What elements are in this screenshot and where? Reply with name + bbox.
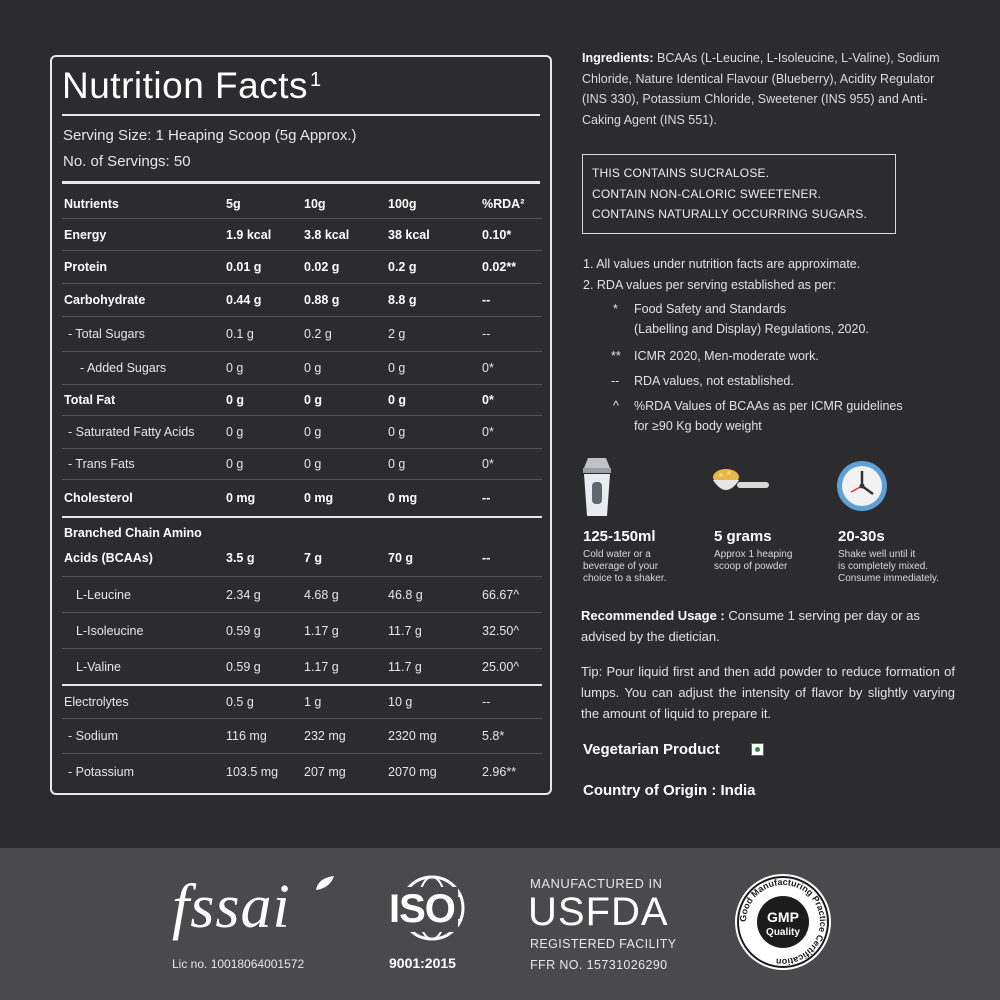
- footnote-mark: **: [611, 349, 621, 363]
- shake-instruction: Shake well until it is completely mixed. C…: [838, 549, 939, 584]
- warning-line: CONTAIN NON-CALORIC SWEETENER.: [592, 186, 822, 201]
- table-row: L-Leucine 2.34 g 4.68 g 46.8 g 66.67^: [62, 577, 542, 613]
- powder-amount: 5 grams: [714, 528, 772, 545]
- gmp-label: GMP: [767, 909, 799, 925]
- ingredients-text: Ingredients: BCAAs (L-Leucine, L-Isoleuc…: [582, 51, 940, 127]
- shaker-icon: [583, 458, 611, 516]
- nutrition-title: Nutrition Facts 1: [62, 65, 322, 106]
- iso-logo: ISO: [386, 887, 458, 932]
- table-row: L-Isoleucine 0.59 g 1.17 g 11.7 g 32.50^: [62, 613, 542, 649]
- veg-mark-icon: [751, 743, 764, 756]
- title-rule: [62, 114, 540, 116]
- footnote-1: 1. All values under nutrition facts are …: [583, 257, 861, 271]
- table-row: L-Valine 0.59 g 1.17 g 11.7 g 25.00^: [62, 649, 542, 686]
- table-row: Cholesterol 0 mg 0 mg 0 mg --: [62, 480, 542, 518]
- fssai-leaf-icon: [316, 876, 334, 890]
- footnote-2: 2. RDA values per serving established as…: [583, 278, 836, 292]
- ingredients-label: Ingredients:: [582, 51, 654, 65]
- vegetarian-label: Vegetarian Product: [583, 741, 720, 758]
- usfda-ffr-number: FFR NO. 15731026290: [530, 958, 668, 972]
- recommended-usage: Recommended Usage : Consume 1 serving pe…: [581, 608, 920, 644]
- usfda-label: USFDA: [528, 890, 669, 934]
- footnote-mark: --: [611, 374, 620, 388]
- nutrition-facts-panel: Nutrition Facts 1 Serving Size: 1 Heaping…: [50, 55, 552, 795]
- fssai-license: Lic no. 10018064001572: [172, 957, 305, 971]
- shake-time: 20-30s: [838, 528, 885, 545]
- warning-line: THIS CONTAINS SUCRALOSE.: [592, 166, 770, 180]
- nutrition-table: Nutrients 5g 10g 100g %RDA² Energy 1.9 kc…: [62, 189, 542, 790]
- water-amount: 125-150ml: [583, 528, 656, 545]
- gmp-seal-icon: Good Manufacturing Practice Certificatio…: [735, 874, 831, 970]
- usfda-manufactured: MANUFACTURED IN: [530, 876, 663, 891]
- usage-label: Recommended Usage :: [581, 608, 725, 623]
- serving-rule: [62, 181, 540, 184]
- warning-line: CONTAINS NATURALLY OCCURRING SUGARS.: [592, 207, 868, 221]
- usfda-registered: REGISTERED FACILITY: [530, 937, 677, 951]
- scoop-icon: [713, 469, 769, 490]
- certification-footer: [0, 848, 1000, 1000]
- gmp-quality: Quality: [766, 927, 800, 938]
- iso-standard: 9001:2015: [389, 955, 456, 971]
- water-instruction: Cold water or a beverage of your choice to…: [583, 549, 667, 584]
- table-header: Nutrients 5g 10g 100g %RDA²: [62, 189, 542, 219]
- table-row: - Sodium 116 mg 232 mg 2320 mg 5.8*: [62, 719, 542, 754]
- powder-instruction: Approx 1 heaping scoop of powder: [714, 549, 793, 572]
- table-row: Carbohydrate 0.44 g 0.88 g 8.8 g --: [62, 284, 542, 317]
- sweetener-warning-box: THIS CONTAINS SUCRALOSE. CONTAIN NON-CAL…: [582, 154, 896, 234]
- footnote-mark: *: [613, 302, 618, 316]
- table-row: Protein 0.01 g 0.02 g 0.2 g 0.02**: [62, 251, 542, 284]
- footnote-mark: ^: [613, 399, 619, 413]
- table-row: Branched Chain Amino: [64, 526, 202, 540]
- country-of-origin: Country of Origin : India: [583, 782, 756, 799]
- table-row: - Potassium 103.5 mg 207 mg 2070 mg 2.96**: [68, 765, 517, 779]
- serving-size: Serving Size: 1 Heaping Scoop (5g Approx…: [63, 127, 357, 144]
- fssai-logo: fssai: [172, 873, 291, 941]
- main-panel: [0, 0, 1000, 848]
- clock-icon: [837, 461, 887, 511]
- servings-count: No. of Servings: 50: [63, 153, 191, 170]
- table-row: Energy 1.9 kcal 3.8 kcal 38 kcal 0.10*: [62, 219, 542, 251]
- tip-text: Tip: Pour liquid first and then add powd…: [581, 664, 955, 721]
